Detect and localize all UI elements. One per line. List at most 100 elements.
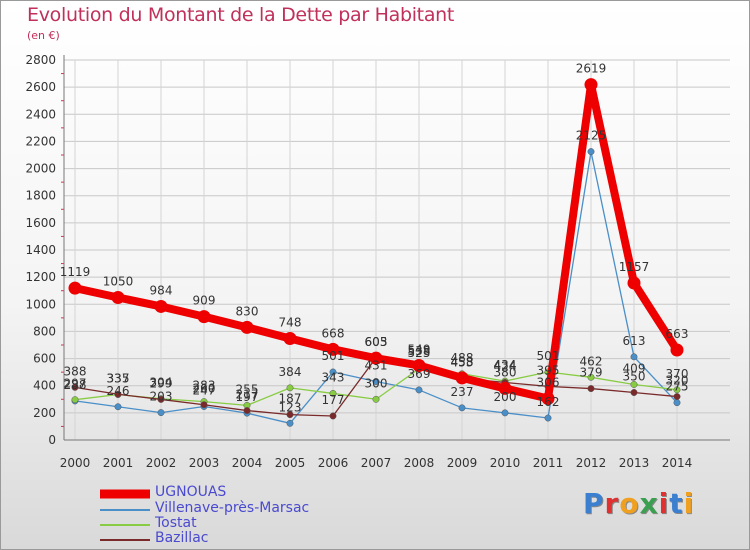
x-tick-label: 2014 [662, 456, 693, 470]
data-label: 343 [322, 370, 345, 384]
data-label: 538 [408, 344, 431, 358]
data-point [240, 320, 254, 334]
x-tick-label: 2004 [232, 456, 263, 470]
data-label: 370 [666, 367, 689, 381]
y-tick-label: 2800 [25, 53, 56, 67]
y-tick-label: 1800 [25, 189, 56, 203]
data-label: 288 [64, 378, 87, 392]
data-point [286, 411, 294, 419]
data-point [673, 386, 681, 394]
data-label: 525 [408, 346, 431, 360]
data-label: 458 [451, 355, 474, 369]
data-label-layer: 1119 1050 984 909 830 748 668 603 549 458 380 306 26… [60, 62, 689, 415]
data-point [584, 78, 598, 92]
data-label: 431 [365, 359, 388, 373]
y-tick-label: 600 [33, 352, 56, 366]
legend-swatch [100, 509, 150, 511]
data-label: 488 [451, 351, 474, 365]
data-label: 613 [623, 334, 646, 348]
data-point [544, 414, 552, 422]
data-point [630, 353, 638, 361]
data-point [458, 404, 466, 412]
x-tick-label: 2010 [490, 456, 521, 470]
data-label: 275 [666, 380, 689, 394]
data-label: 187 [279, 392, 302, 406]
data-label: 453 [451, 356, 474, 370]
chart-title: Evolution du Montant de la Dette par Hab… [27, 4, 455, 26]
legend-item: Villenave-près-Marsac [100, 500, 400, 518]
y-tick-label: 2000 [25, 162, 56, 176]
legend-item: Tostat [100, 515, 400, 533]
legend-item: Bazillac [100, 530, 400, 548]
x-tick-label: 2008 [404, 456, 435, 470]
data-point [200, 401, 208, 409]
data-label: 200 [494, 390, 517, 404]
x-tick-label: 2009 [447, 456, 478, 470]
data-point [587, 148, 595, 156]
data-label: 2125 [576, 129, 607, 143]
legend-swatch [100, 489, 150, 499]
x-tick-label: 2012 [576, 456, 607, 470]
data-label: 380 [494, 365, 517, 379]
data-label: 260 [193, 382, 216, 396]
data-point [455, 371, 469, 385]
data-label: 395 [537, 363, 560, 377]
data-label: 123 [279, 400, 302, 414]
data-point [326, 342, 340, 356]
data-point [286, 419, 294, 427]
data-label: 909 [193, 294, 216, 308]
data-label: 337 [107, 371, 130, 385]
data-point [68, 281, 82, 295]
data-label: 203 [150, 390, 173, 404]
data-label: 197 [236, 390, 259, 404]
data-label: 217 [236, 388, 259, 402]
x-tick-label: 2003 [189, 456, 220, 470]
legend-label: Bazillac [155, 530, 209, 546]
data-label: 501 [537, 349, 560, 363]
data-label: 369 [408, 367, 431, 381]
data-label: 984 [150, 283, 173, 297]
data-label: 501 [322, 349, 345, 363]
data-label: 605 [365, 335, 388, 349]
legend-label: Villenave-près-Marsac [155, 500, 310, 516]
data-point [412, 358, 426, 372]
data-point [501, 409, 509, 417]
y-tick-label: 1000 [25, 297, 56, 311]
data-point [286, 384, 294, 392]
data-point [630, 389, 638, 396]
chart-unit-label: (en €) [27, 29, 60, 42]
data-label: 306 [537, 375, 560, 389]
x-tick-label: 2006 [318, 456, 349, 470]
data-label: 668 [322, 326, 345, 340]
data-label: 748 [279, 315, 302, 329]
x-tick-label: 2005 [275, 456, 306, 470]
proxiti-logo: Proxiti [583, 487, 695, 520]
y-tick-label: 1600 [25, 216, 56, 230]
data-point [329, 390, 337, 397]
data-label: 663 [666, 327, 689, 341]
data-point [673, 399, 681, 407]
data-label: 409 [623, 361, 646, 375]
data-label: 283 [193, 379, 216, 393]
series-layer [68, 78, 684, 427]
x-tick-label: 2000 [60, 456, 91, 470]
data-point [157, 409, 165, 417]
data-label: 350 [623, 370, 646, 384]
data-point [114, 403, 122, 411]
data-point [157, 395, 165, 403]
x-tick-label: 2007 [361, 456, 392, 470]
y-tick-label: 2200 [25, 134, 56, 148]
data-point [587, 373, 595, 381]
data-label: 2619 [576, 62, 607, 76]
data-label: 304 [150, 376, 173, 390]
data-label: 335 [107, 372, 130, 386]
data-point [670, 343, 684, 357]
data-label: 424 [494, 359, 517, 373]
data-point [243, 407, 251, 414]
y-tick-label: 200 [33, 406, 56, 420]
data-point [627, 276, 641, 290]
data-label: 462 [580, 354, 603, 368]
y-tick-label: 2400 [25, 107, 56, 121]
data-point [71, 383, 79, 391]
